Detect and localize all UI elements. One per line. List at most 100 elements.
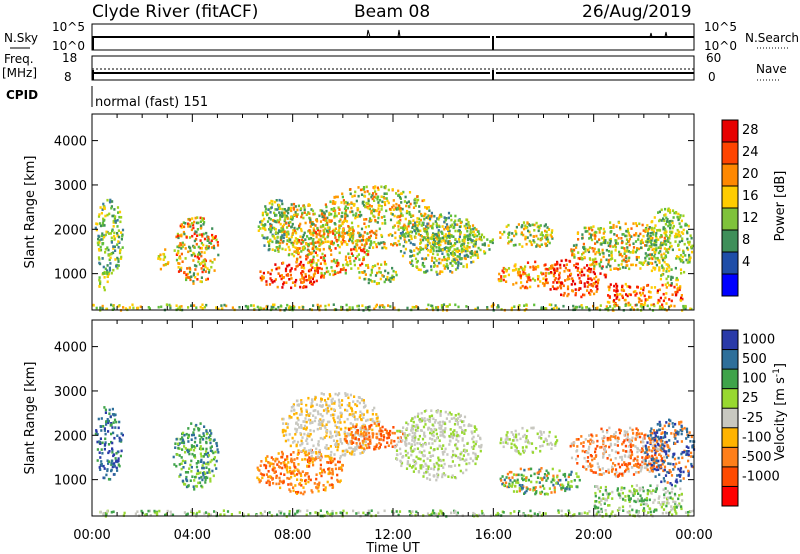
echo-cell (673, 285, 676, 289)
echo-cell (640, 261, 643, 265)
echo-cell (296, 457, 299, 460)
echo-cell (293, 239, 296, 243)
echo-cell (206, 238, 209, 242)
echo-cell (461, 428, 464, 432)
echo-cell (411, 226, 414, 229)
echo-cell (435, 236, 438, 239)
echo-cell (465, 449, 468, 452)
echo-cell (400, 192, 403, 195)
echo-cell (337, 421, 340, 424)
echo-cell (443, 462, 446, 466)
echo-cell (627, 259, 630, 262)
echo-cell (282, 434, 285, 437)
echo-cell (103, 447, 106, 451)
echo-cell (326, 221, 329, 225)
echo-cell (369, 243, 372, 247)
echo-cell (421, 199, 424, 203)
echo-cell (670, 244, 673, 248)
echo-cell (330, 476, 333, 480)
echo-cell (433, 261, 436, 264)
echo-cell (470, 430, 473, 434)
echo-cell (478, 445, 481, 448)
echo-cell (435, 233, 438, 236)
echo-cell (660, 234, 663, 237)
echo-cell (410, 449, 413, 453)
echo-cell (187, 222, 190, 226)
echo-cell (459, 426, 463, 429)
echo-cell (187, 433, 190, 437)
echo-cell (382, 434, 385, 437)
echo-cell (114, 413, 117, 417)
echo-cell (275, 476, 278, 479)
echo-cell (399, 236, 402, 240)
echo-cell (319, 262, 322, 265)
echo-cell (206, 461, 210, 464)
echo-cell (445, 262, 448, 266)
echo-cell (203, 258, 207, 261)
echo-cell (98, 222, 102, 225)
echo-cell (300, 424, 303, 427)
echo-cell (661, 257, 664, 260)
echo-cell (480, 233, 484, 237)
echo-cell (310, 236, 313, 240)
echo-cell (431, 438, 434, 441)
echo-cell (185, 477, 188, 481)
echo-cell (543, 283, 546, 286)
echo-cell (311, 404, 314, 408)
echo-cell (572, 244, 576, 247)
echo-cell (97, 417, 100, 421)
echo-cell (322, 230, 326, 234)
echo-cell (454, 219, 457, 223)
echo-cell (618, 307, 621, 310)
echo-cell (194, 276, 197, 279)
echo-cell (303, 447, 306, 450)
echo-cell (404, 217, 407, 221)
echo-cell (569, 272, 573, 276)
echo-cell (649, 241, 653, 244)
freq-tick-bottom: 8 (64, 70, 72, 84)
echo-cell (690, 250, 694, 254)
echo-cell (451, 259, 454, 263)
echo-cell (337, 480, 340, 483)
echo-cell (414, 425, 417, 429)
echo-cell (657, 258, 660, 262)
echo-cell (200, 475, 203, 479)
echo-cell (629, 303, 632, 307)
echo-cell (650, 286, 653, 289)
echo-cell (422, 223, 425, 226)
echo-cell (417, 426, 420, 429)
echo-cell (678, 240, 681, 244)
echo-cell (322, 468, 325, 472)
echo-cell (113, 231, 116, 235)
echo-cell (336, 259, 339, 262)
echo-cell (311, 277, 314, 281)
echo-cell (290, 277, 293, 280)
echo-cell (549, 288, 552, 291)
echo-cell (448, 411, 451, 415)
echo-cell (526, 280, 529, 284)
echo-cell (280, 211, 283, 214)
echo-cell (115, 452, 118, 455)
echo-cell (340, 428, 343, 431)
echo-cell (292, 241, 295, 245)
echo-cell (344, 438, 347, 441)
echo-cell (322, 488, 325, 491)
echo-cell (279, 472, 282, 476)
echo-cell (106, 280, 109, 284)
echo-cell (532, 268, 535, 271)
echo-cell (669, 230, 672, 234)
echo-cell (589, 293, 592, 296)
echo-cell (337, 415, 340, 418)
echo-cell (287, 438, 290, 442)
echo-cell (339, 270, 342, 274)
echo-cell (571, 277, 574, 280)
echo-cell (596, 240, 599, 244)
echo-cell (591, 247, 594, 250)
echo-cell (472, 260, 475, 264)
echo-cell (364, 440, 367, 444)
echo-cell (295, 492, 299, 495)
echo-cell (616, 304, 619, 307)
echo-cell (205, 447, 208, 451)
echo-cell (185, 475, 188, 479)
echo-cell (116, 434, 119, 437)
